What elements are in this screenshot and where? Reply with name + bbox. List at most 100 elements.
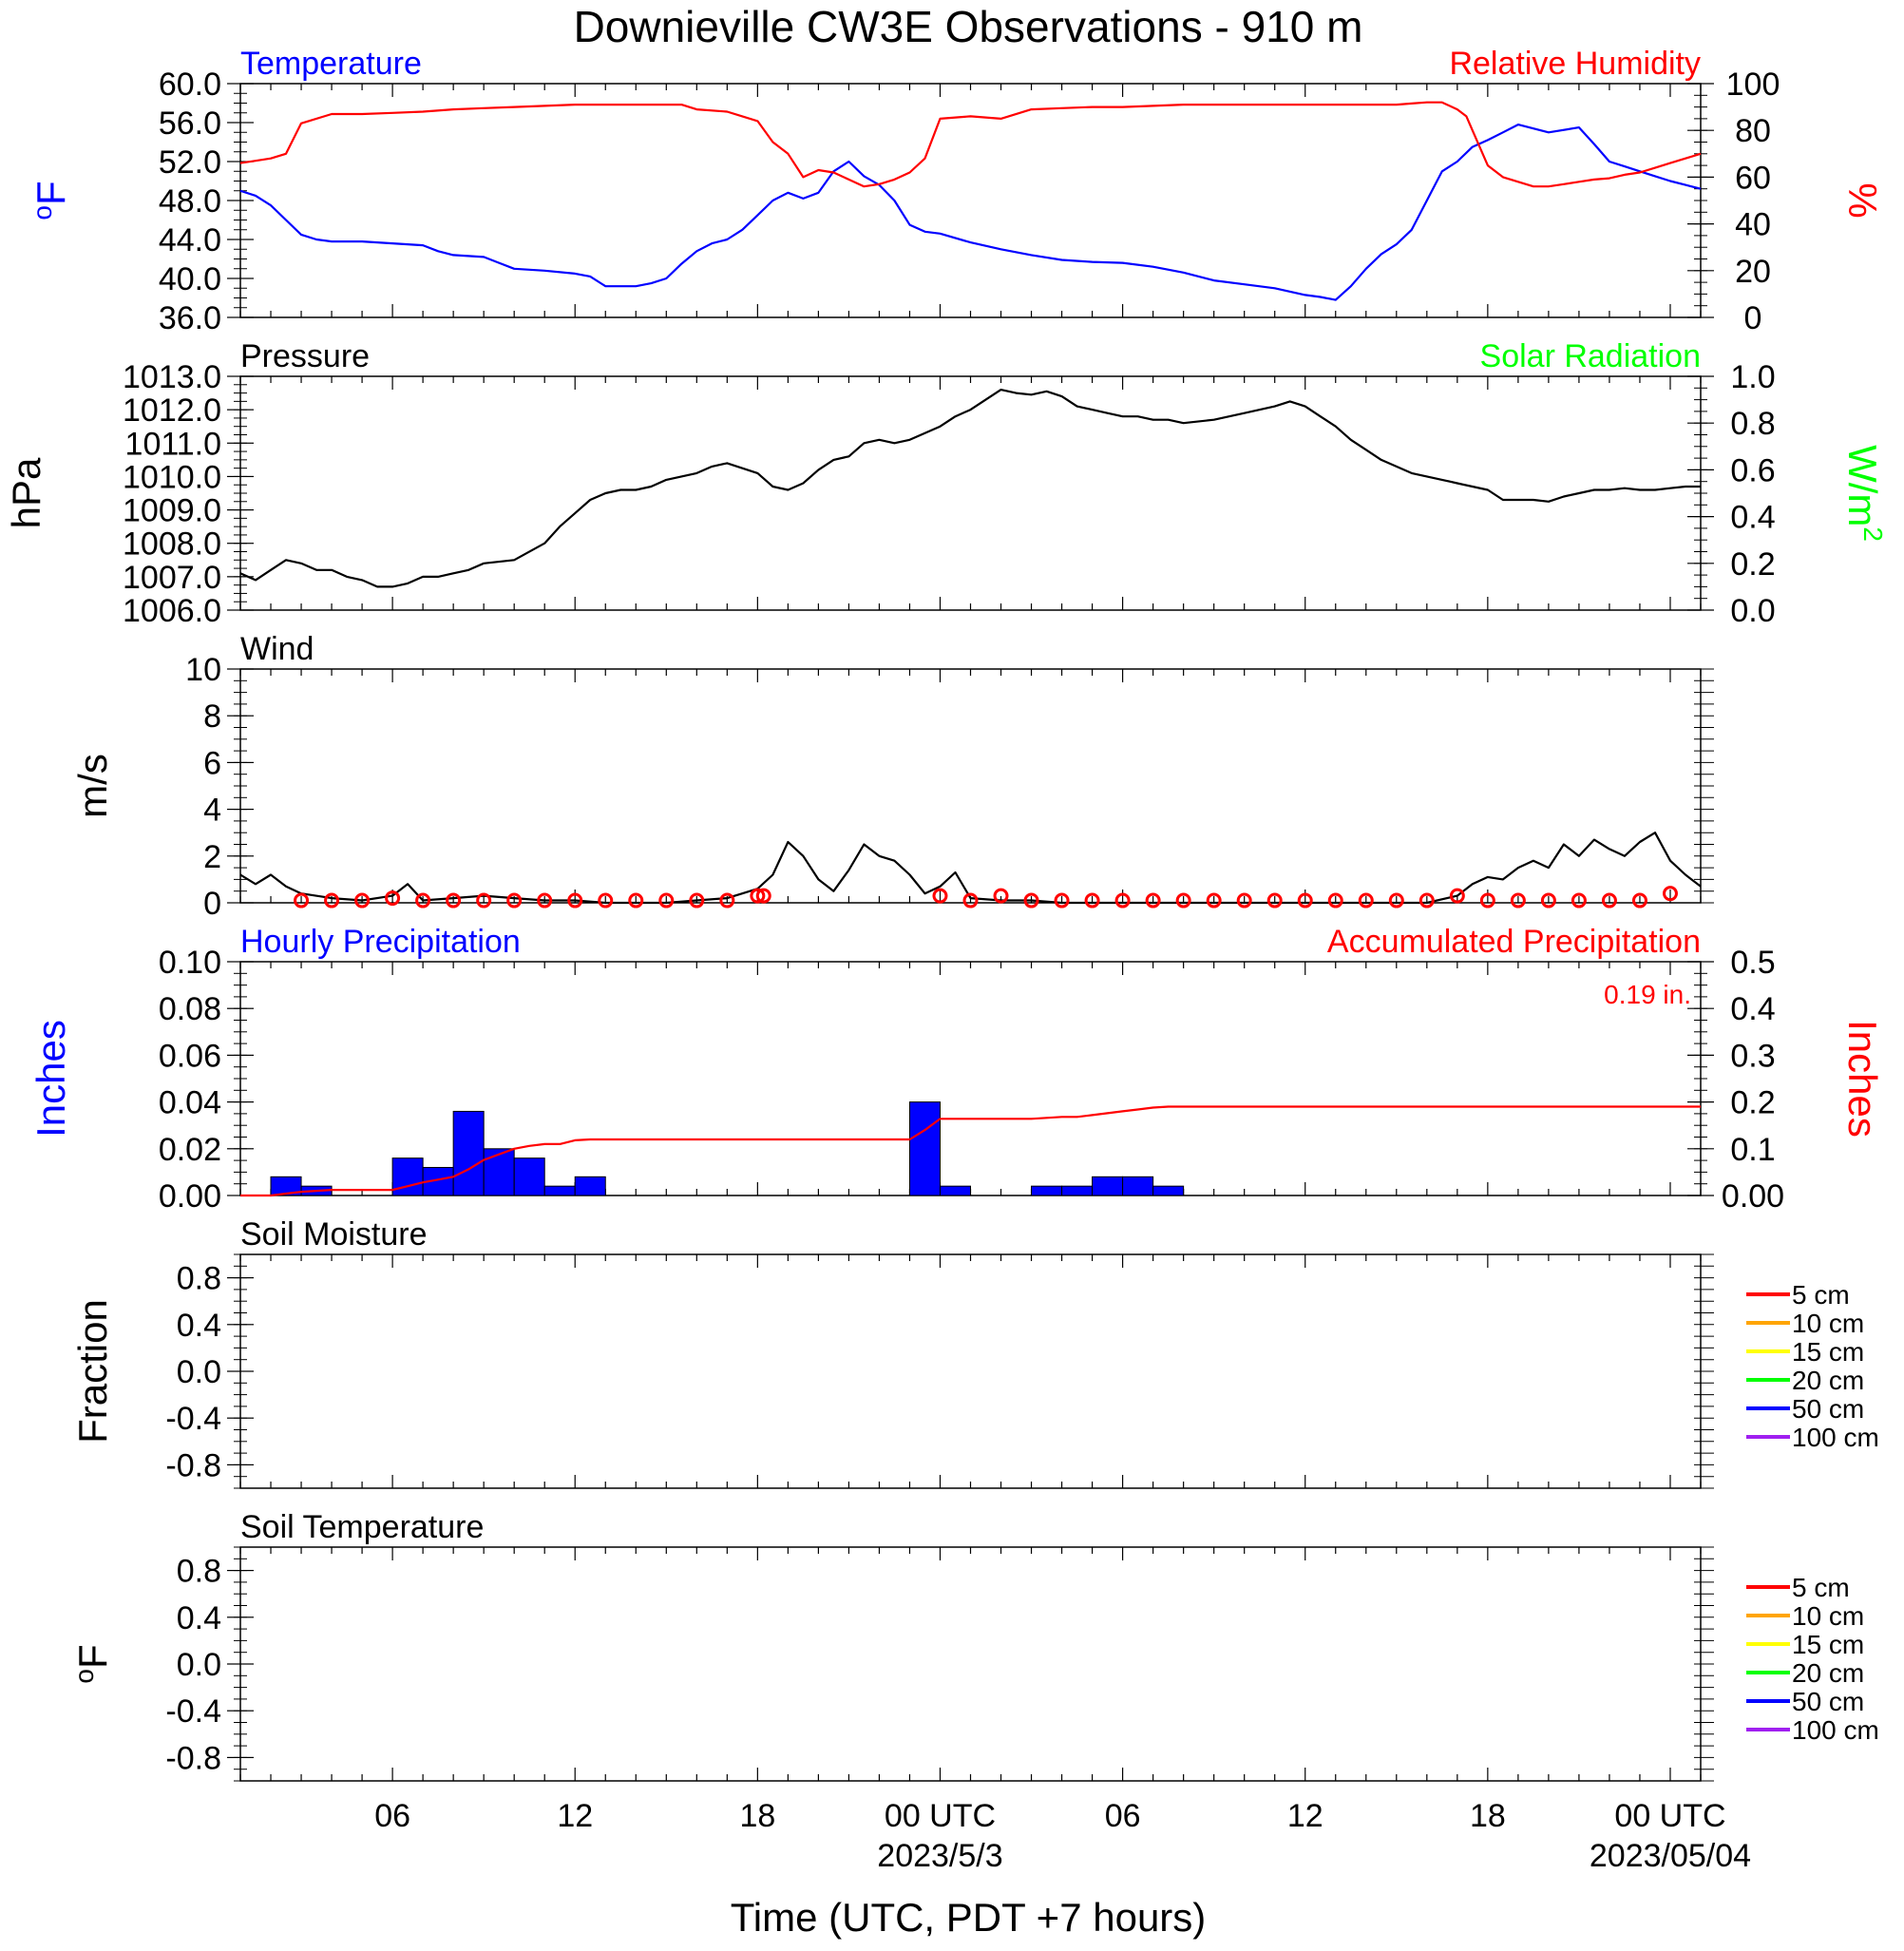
plot-frame xyxy=(239,1253,1702,1489)
y-tick-label: 10 xyxy=(185,652,221,688)
y2-axis-unit: Inches xyxy=(1840,1020,1885,1138)
wind-barb-marker xyxy=(354,892,371,909)
precip-bar xyxy=(391,1157,424,1196)
y-tick-label: -0.8 xyxy=(165,1447,221,1483)
total-annotation: 0.19 in. xyxy=(1604,980,1691,1009)
y2-tick-label: 0.8 xyxy=(1730,406,1775,442)
wind-barb-marker xyxy=(932,888,948,904)
y-tick-label: 48.0 xyxy=(159,183,221,220)
panel-left-title: Pressure xyxy=(240,338,370,374)
wind-barb-marker xyxy=(1206,892,1222,909)
legend-label: 15 cm xyxy=(1792,1337,1864,1367)
precip-bar xyxy=(543,1185,576,1196)
series-line-temperature xyxy=(239,124,1702,301)
plot-frame xyxy=(239,668,1702,904)
y-tick-label: 0.08 xyxy=(159,991,221,1027)
y-tick-label: 8 xyxy=(203,698,221,735)
y-axis-unit: hPa xyxy=(4,457,48,528)
time-axis-title: Time (UTC, PDT +7 hours) xyxy=(731,1895,1207,1940)
wind-barb-marker xyxy=(506,892,523,909)
precip-bar xyxy=(1031,1185,1063,1196)
y-tick-label: 0.8 xyxy=(177,1261,221,1297)
legend-label: 5 cm xyxy=(1792,1280,1850,1310)
legend-label: 5 cm xyxy=(1792,1573,1850,1602)
wind-barb-marker xyxy=(1054,892,1070,909)
wind-barb-marker xyxy=(962,892,979,909)
wind-barb-marker xyxy=(689,892,705,909)
wind-barb-marker xyxy=(476,892,492,909)
plot-frame xyxy=(239,375,1702,611)
y-tick-label: -0.8 xyxy=(165,1740,221,1776)
legend-label: 50 cm xyxy=(1792,1394,1864,1424)
y2-tick-label: 80 xyxy=(1735,113,1771,149)
wind-barb-marker xyxy=(1418,892,1435,909)
wind-barb-marker xyxy=(1479,892,1495,909)
wind-barb-marker xyxy=(1114,892,1131,909)
wind-barb-marker xyxy=(993,888,1009,904)
series-line-wind xyxy=(239,832,1702,905)
y-tick-label: -0.4 xyxy=(165,1693,221,1730)
wind-barb-marker xyxy=(324,892,340,909)
precip-bar xyxy=(1152,1185,1185,1196)
y-tick-label: -0.4 xyxy=(165,1401,221,1437)
figure-title: Downieville CW3E Observations - 910 m xyxy=(574,2,1363,51)
y-tick-label: 1008.0 xyxy=(123,526,221,563)
precip-bar xyxy=(1061,1185,1094,1196)
precip-bar xyxy=(908,1101,941,1196)
y-tick-label: 2 xyxy=(203,839,221,875)
precip-bar xyxy=(452,1110,485,1196)
y2-tick-label: 0.1 xyxy=(1730,1132,1775,1168)
wind-barb-marker xyxy=(1601,892,1617,909)
panel-wind: 0 2 4 6 8 10 Wind m/s xyxy=(70,631,1714,922)
precip-bar xyxy=(939,1185,972,1196)
y2-tick-label: 40 xyxy=(1735,207,1771,243)
y-axis-unit: Fraction xyxy=(70,1299,115,1444)
wind-barb-marker xyxy=(415,892,431,909)
y-tick-label: 52.0 xyxy=(159,144,221,181)
y-tick-label: 1010.0 xyxy=(123,459,221,495)
wind-barb-marker xyxy=(1145,892,1161,909)
x-tick-label: 18 xyxy=(739,1798,775,1834)
wind-barb-marker xyxy=(750,888,766,904)
y-tick-label: 1013.0 xyxy=(123,359,221,395)
y2-tick-label: 0 xyxy=(1744,300,1762,336)
x-tick-label: 06 xyxy=(374,1798,410,1834)
wind-barb-marker xyxy=(1388,892,1404,909)
y-tick-label: 1006.0 xyxy=(123,593,221,629)
time-axis: 06 12 18 00 UTC 2023/5/3 06 12 18 00 UTC 2023/05/… xyxy=(374,1798,1751,1874)
series-line-relative-humidity xyxy=(239,101,1702,188)
panel-left-title: Wind xyxy=(240,631,314,667)
y2-tick-label: 0.5 xyxy=(1730,945,1775,981)
x-tick-label: 12 xyxy=(557,1798,593,1834)
y-tick-label: 0.0 xyxy=(177,1647,221,1683)
y-tick-label: 1009.0 xyxy=(123,493,221,529)
y2-tick-label: 20 xyxy=(1735,254,1771,290)
panel-left-title: Hourly Precipitation xyxy=(240,924,521,960)
y2-axis-unit: % xyxy=(1840,182,1885,218)
series-line-pressure xyxy=(239,389,1701,588)
x-tick-label: 12 xyxy=(1287,1798,1323,1834)
y2-tick-label: 0.00 xyxy=(1722,1178,1784,1215)
precip-bar xyxy=(1092,1176,1124,1196)
y-tick-label: 6 xyxy=(203,745,221,781)
y-tick-label: 0 xyxy=(203,886,221,922)
wind-barb-marker xyxy=(1175,892,1191,909)
y-tick-label: 40.0 xyxy=(159,261,221,297)
wind-barb-marker xyxy=(385,890,401,907)
y2-tick-label: 1.0 xyxy=(1730,359,1775,395)
y-tick-label: 1012.0 xyxy=(123,392,221,429)
wind-barb-marker xyxy=(567,892,583,909)
wind-barb-marker xyxy=(1327,892,1343,909)
y-tick-label: 0.8 xyxy=(177,1554,221,1590)
wind-barb-marker xyxy=(537,892,553,909)
wind-barb-marker xyxy=(1510,892,1526,909)
precip-bar xyxy=(1122,1176,1154,1196)
wind-barb-marker xyxy=(755,888,771,904)
y-tick-label: 1011.0 xyxy=(125,426,221,462)
y2-tick-label: 0.0 xyxy=(1730,593,1775,629)
x-tick-label: 06 xyxy=(1105,1798,1141,1834)
y-tick-label: 0.06 xyxy=(159,1038,221,1074)
y2-tick-label: 0.2 xyxy=(1730,546,1775,583)
wind-barb-marker xyxy=(628,892,644,909)
